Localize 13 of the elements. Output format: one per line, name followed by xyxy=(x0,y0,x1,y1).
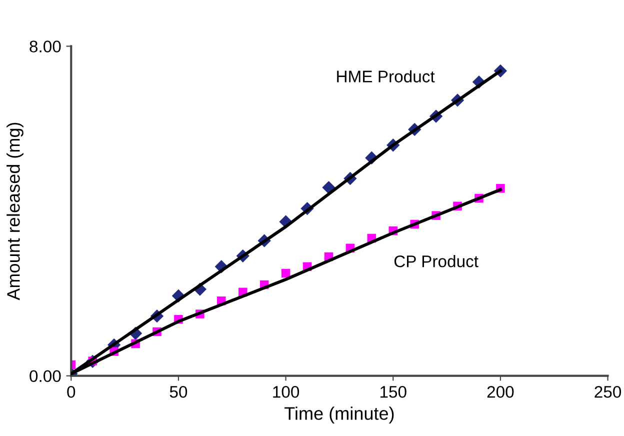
x-axis-title: Time (minute) xyxy=(284,406,394,424)
y-axis-title: Amount released (mg) xyxy=(6,122,24,300)
x-tick-label: 250 xyxy=(594,386,622,398)
y-tick-label: 8.00 xyxy=(30,40,61,52)
x-tick-label: 150 xyxy=(380,386,406,398)
x-tick-label: 200 xyxy=(487,386,514,398)
series-label: HME Product xyxy=(337,70,435,82)
y-tick-label: 0.00 xyxy=(30,370,61,382)
point xyxy=(281,268,290,278)
x-tick-label: 100 xyxy=(273,386,300,398)
series-label: CP Product xyxy=(394,255,478,268)
x-tick-label: 50 xyxy=(170,386,188,398)
x-tick-label: 0 xyxy=(67,386,76,398)
